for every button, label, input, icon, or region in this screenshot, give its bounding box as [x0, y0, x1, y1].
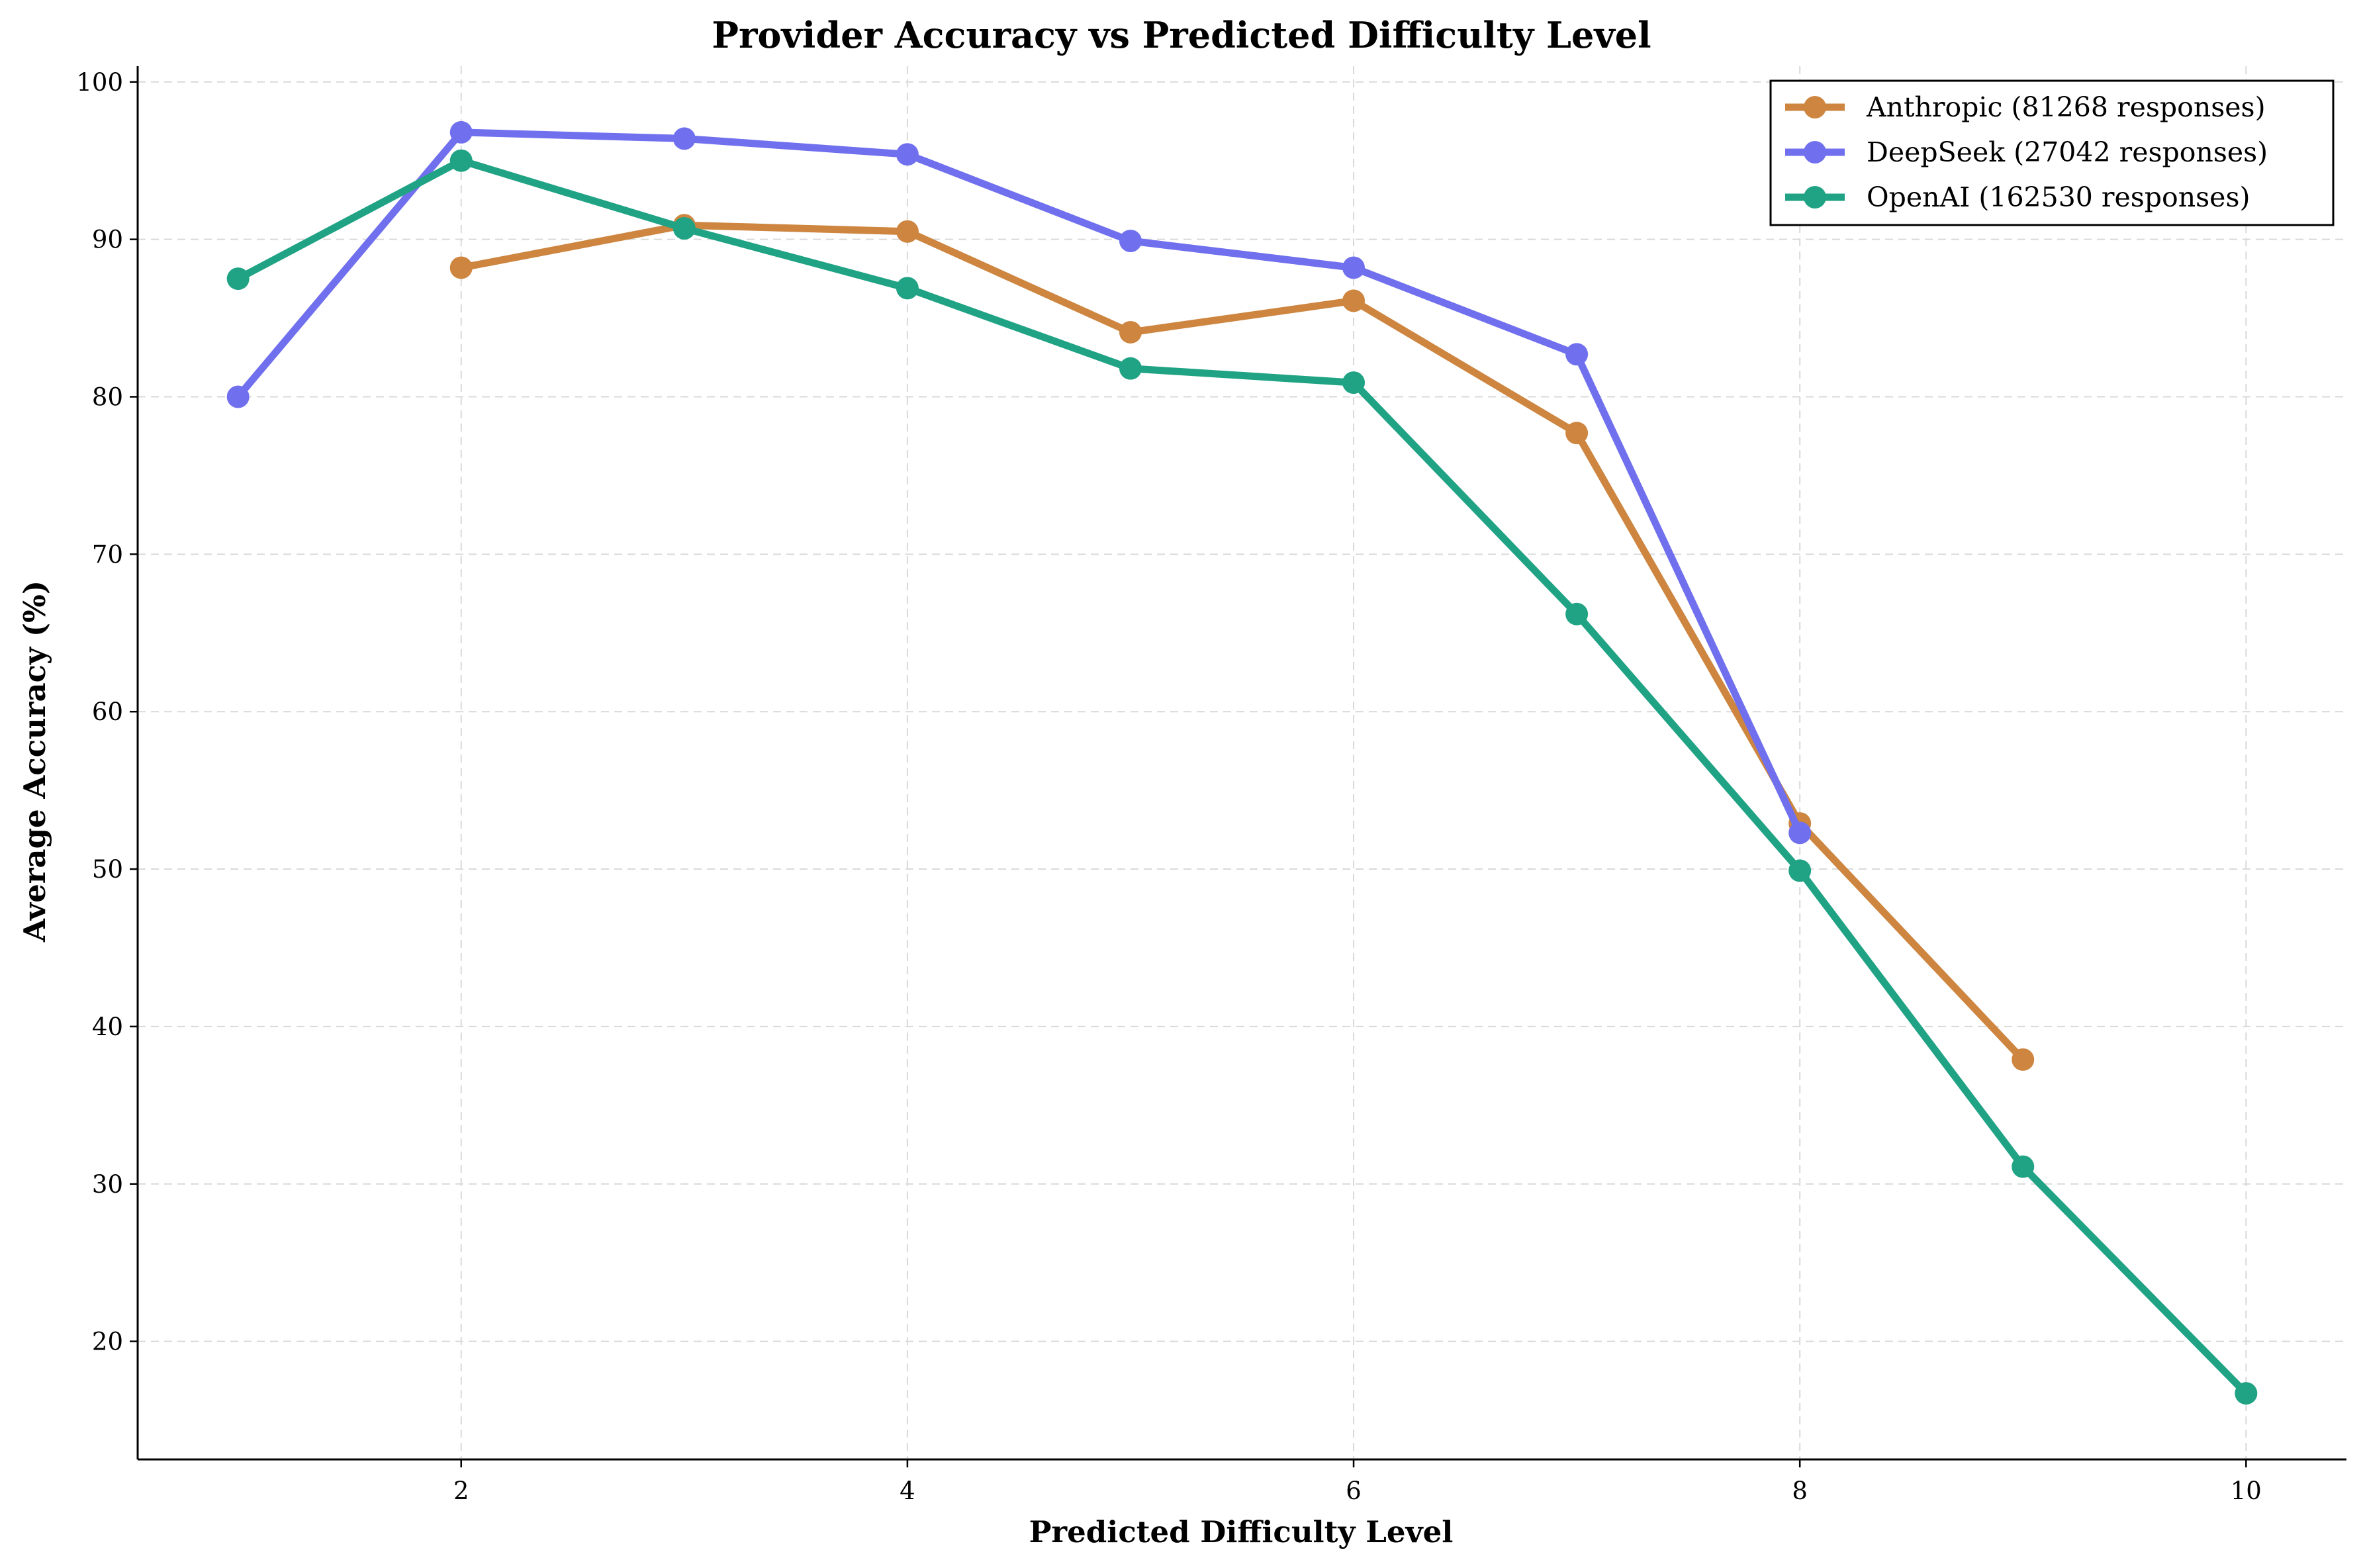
legend-layer: Anthropic (81268 responses) DeepSeek (270… — [1769, 79, 2335, 226]
series-1-point-2 — [672, 127, 696, 150]
legend-box — [1769, 79, 2335, 226]
y-tick-label-30: 30 — [92, 1170, 123, 1199]
series-layer — [226, 120, 2258, 1405]
series-0-point-2 — [896, 220, 919, 243]
y-tick-label-20: 20 — [92, 1328, 123, 1356]
series-0-point-4 — [1342, 289, 1366, 312]
series-1-point-1 — [449, 120, 473, 144]
y-tick-label-90: 90 — [92, 226, 123, 254]
series-2-point-9 — [2235, 1382, 2258, 1405]
series-1-point-7 — [1788, 821, 1812, 845]
legend-swatch-marker-0 — [1804, 96, 1826, 118]
legend-swatch-marker-2 — [1804, 186, 1826, 208]
series-1-point-6 — [1565, 343, 1589, 366]
series-2-point-7 — [1788, 859, 1812, 882]
series-line-0 — [457, 221, 2027, 1064]
series-1-point-4 — [1119, 230, 1142, 253]
legend-label-1: DeepSeek (27042 responses) — [1867, 136, 2268, 168]
axes-layer: 20 30 40 50 60 70 80 90 100 2 4 6 8 10 — [76, 66, 2346, 1505]
y-tick-label-60: 60 — [92, 698, 123, 726]
y-tick-label-40: 40 — [92, 1013, 123, 1041]
y-tick-label-80: 80 — [92, 383, 123, 411]
legend-label-0: Anthropic (81268 responses) — [1866, 91, 2266, 123]
series-line-2 — [234, 157, 2250, 1397]
series-0-point-5 — [1565, 422, 1589, 445]
series-2-point-0 — [226, 267, 250, 291]
series-1-point-3 — [896, 143, 919, 166]
y-axis-label: Average Accuracy (%) — [17, 580, 52, 943]
series-1-point-5 — [1342, 256, 1366, 279]
legend-swatch-marker-1 — [1804, 141, 1826, 163]
chart-title: Provider Accuracy vs Predicted Difficult… — [712, 14, 1651, 56]
series-2-point-5 — [1342, 371, 1366, 394]
x-tick-label-8: 8 — [1792, 1477, 1808, 1505]
y-tick-label-50: 50 — [92, 855, 123, 884]
x-tick-label-10: 10 — [2231, 1477, 2262, 1505]
series-2-point-1 — [449, 149, 473, 172]
x-axis-label: Predicted Difficulty Level — [1029, 1514, 1454, 1549]
x-tick-label-2: 2 — [453, 1477, 469, 1505]
series-2-point-6 — [1565, 602, 1589, 625]
x-tick-label-4: 4 — [900, 1477, 915, 1505]
y-tick-label-100: 100 — [76, 68, 123, 97]
series-1-point-0 — [226, 385, 250, 408]
y-tick-label-70: 70 — [92, 540, 123, 569]
series-0-point-0 — [449, 256, 473, 279]
series-line-1 — [234, 128, 1804, 837]
series-2-point-3 — [896, 277, 919, 300]
series-2-point-4 — [1119, 357, 1142, 380]
series-0-point-7 — [2012, 1048, 2035, 1071]
legend-label-2: OpenAI (162530 responses) — [1867, 181, 2250, 213]
series-0-point-3 — [1119, 320, 1142, 344]
series-2-point-8 — [2012, 1155, 2035, 1178]
x-tick-label-6: 6 — [1346, 1477, 1362, 1505]
series-2-point-2 — [672, 216, 696, 240]
